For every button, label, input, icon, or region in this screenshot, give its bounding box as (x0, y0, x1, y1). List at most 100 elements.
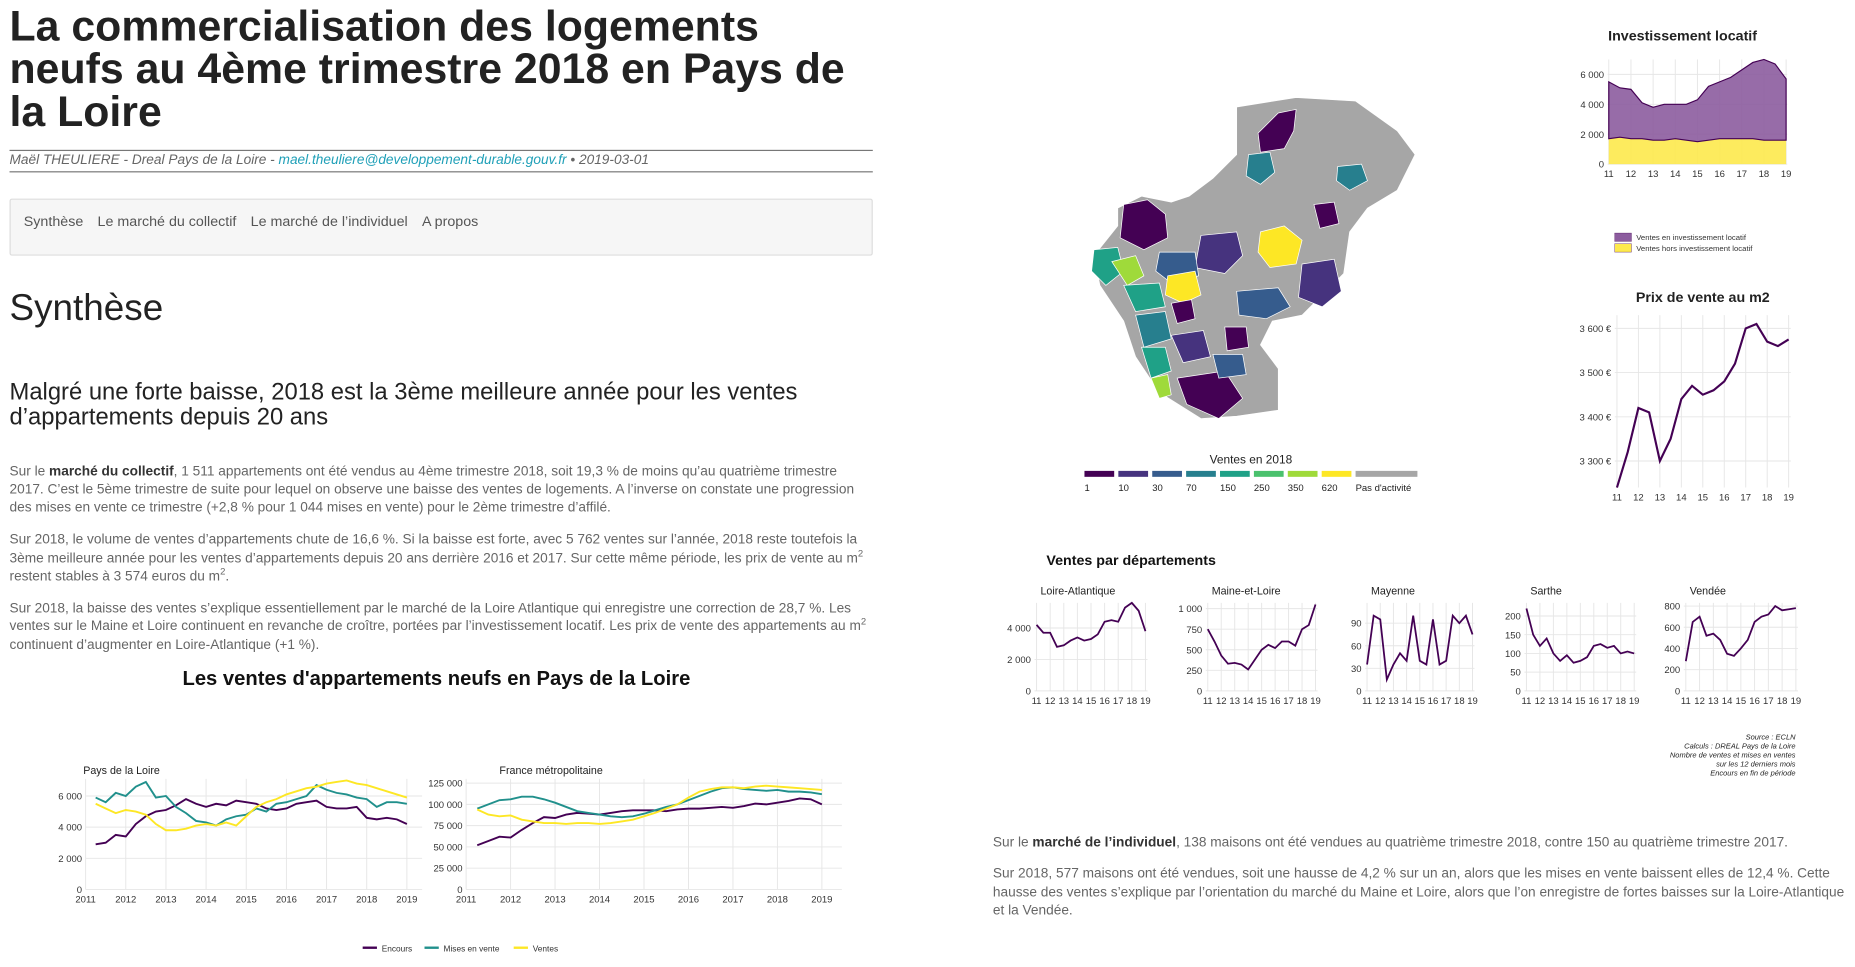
legend-label: Ventes en investissement locatif (1636, 233, 1747, 242)
x-tick-label: 17 (1113, 696, 1124, 707)
y-tick-label: 0 (77, 885, 82, 896)
x-tick-label: 16 (1270, 696, 1281, 707)
nav-item[interactable]: Le marché de l’individuel (250, 212, 408, 230)
x-tick-label: 12 (1216, 696, 1227, 707)
y-tick-label: 50 000 (433, 842, 462, 853)
chart: Pays de la Loire 0 2 000 4 000 6 000 2011 2012… (58, 765, 423, 906)
y-tick-label: 3 400 € (1580, 412, 1612, 423)
y-tick-label: 125 000 (428, 779, 462, 790)
x-tick-label: 2013 (544, 895, 565, 906)
chart-title: Investissement locatif (1608, 28, 1757, 44)
paragraph: Sur le marché du collectif, 1 511 appart… (10, 463, 874, 518)
x-tick-label: 15 (1698, 493, 1709, 504)
x-tick-label: 16 (1714, 169, 1725, 180)
x-tick-label: 14 (1722, 696, 1733, 707)
map-commune (1176, 370, 1244, 419)
x-tick-label: 18 (1777, 696, 1788, 707)
map-legend-key (1118, 470, 1149, 477)
paragraph: Sur le marché de l’individuel, 138 maiso… (993, 834, 1852, 852)
y-tick-label: 800 (1664, 602, 1680, 613)
x-tick-label: 12 (1694, 696, 1705, 707)
map-legend-key (1287, 470, 1318, 477)
chart-title: Prix de vente au m2 (1636, 290, 1770, 306)
y-tick-label: 0 (1675, 686, 1680, 697)
x-tick-label: 16 (1428, 696, 1439, 707)
bold-text: marché du collectif (49, 464, 174, 479)
x-tick-label: 17 (1736, 169, 1747, 180)
x-tick-label: 17 (1283, 696, 1294, 707)
line (476, 797, 823, 847)
x-tick-label: 12 (1633, 493, 1644, 504)
y-tick-label: 4 000 (1007, 624, 1031, 635)
email[interactable]: mael.theuliere@developpement-durable.gou… (278, 153, 567, 168)
map-legend-key (1253, 470, 1284, 477)
chart: Mayenne 0 30 60 90 11 12 13 14 15 16 17 18 19 (1351, 586, 1478, 707)
map-commune (1123, 282, 1166, 312)
y-tick-label: 0 (1356, 686, 1361, 697)
x-tick-label: 2017 (316, 895, 337, 906)
x-tick-label: 13 (1655, 493, 1666, 504)
paragraph: Sur 2018, 577 maisons ont été vendues, s… (993, 866, 1852, 921)
x-tick-label: 15 (1086, 696, 1097, 707)
x-tick-label: 14 (1401, 696, 1412, 707)
map-commune (1212, 353, 1247, 379)
map-commune (1313, 201, 1340, 229)
x-tick-label: 16 (1099, 696, 1110, 707)
x-tick-label: 17 (1602, 696, 1613, 707)
nav-item[interactable]: Le marché du collectif (97, 212, 237, 230)
chart-title: Pays de la Loire (83, 765, 160, 777)
y-tick-label: 6 000 (1580, 70, 1604, 81)
paragraph: Sur 2018, le volume de ventes d’appartem… (10, 532, 874, 587)
x-tick-label: 13 (1058, 696, 1069, 707)
y-tick-label: 150 (1505, 630, 1521, 641)
map-commune (1091, 246, 1125, 286)
nav-item[interactable]: A propos (421, 212, 479, 230)
y-tick-label: 250 (1186, 666, 1202, 677)
x-tick-label: 14 (1243, 696, 1254, 707)
x-tick-label: 16 (1719, 493, 1730, 504)
x-tick-label: 2013 (155, 895, 176, 906)
map-legend-key (1186, 470, 1216, 477)
y-tick-label: 2 000 (1007, 655, 1031, 666)
y-tick-label: 0 (1026, 686, 1031, 697)
chart-title: Maine-et-Loire (1212, 586, 1281, 598)
x-tick-label: 2011 (75, 895, 95, 906)
y-tick-label: 75 000 (433, 821, 462, 832)
line (1615, 322, 1790, 488)
map-commune (1298, 258, 1342, 308)
map-legend-label: 70 (1186, 483, 1197, 494)
author: Maël THEULIERE - Dreal Pays de la Loire … (9, 153, 279, 168)
x-tick-label: 2014 (589, 895, 610, 906)
chart: Sarthe 0 50 100 150 200 11 12 13 14 15 16 17 18 19 (1505, 586, 1639, 707)
x-tick-label: 15 (1575, 696, 1586, 707)
area (1608, 137, 1787, 165)
text: Sur le (992, 835, 1033, 850)
x-tick-label: 2019 (396, 895, 417, 906)
x-tick-label: 11 (1362, 696, 1372, 707)
byline: Maël THEULIERE - Dreal Pays de la Loire … (9, 149, 873, 173)
y-tick-label: 200 (1664, 665, 1680, 676)
map-legend-label: 150 (1220, 483, 1236, 494)
map-commune (1257, 108, 1297, 153)
y-tick-label: 2 000 (58, 854, 82, 865)
x-tick-label: 19 (1467, 696, 1478, 707)
x-tick-label: 13 (1548, 696, 1559, 707)
x-tick-label: 16 (1749, 696, 1760, 707)
map-commune (1119, 199, 1169, 251)
x-tick-label: 13 (1229, 696, 1240, 707)
chart: Vendée 0 200 400 600 800 11 12 13 14 15 16 17 18 19 (1664, 586, 1801, 707)
x-tick-label: 2012 (500, 895, 521, 906)
paragraph: Sur 2018, la baisse des ventes s’expliqu… (10, 600, 874, 655)
line (1684, 604, 1796, 662)
x-tick-label: 15 (1736, 696, 1747, 707)
chart-title: Vendée (1690, 586, 1726, 598)
x-tick-label: 11 (1522, 696, 1532, 707)
y-tick-label: 100 000 (428, 800, 462, 811)
y-tick-label: 0 (457, 885, 462, 896)
nav-item[interactable]: Synthèse (23, 212, 84, 230)
y-tick-label: 0 (1197, 686, 1202, 697)
x-tick-label: 11 (1203, 696, 1213, 707)
superscript: 2 (220, 566, 226, 577)
